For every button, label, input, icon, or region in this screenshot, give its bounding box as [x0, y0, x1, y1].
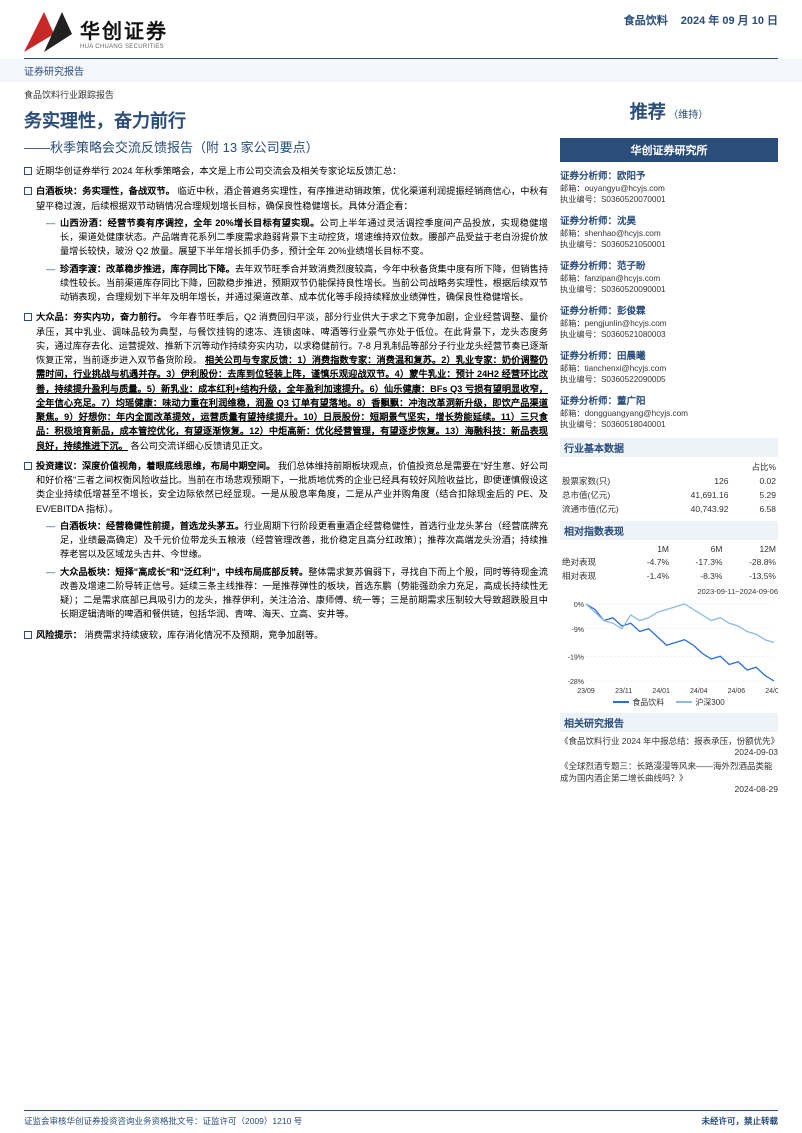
- footer-right: 未经许可，禁止转载: [701, 1115, 778, 1127]
- bullet-intro: 近期华创证券举行 2024 年秋季策略会，本文是上市公司交流会及相关专家论坛反馈…: [24, 164, 548, 178]
- analyst-email: 邮箱：ouyangyu@hcyjs.com: [560, 183, 778, 194]
- basic-data-table: 占比%股票家数(只)1260.02总市值(亿元)41,691.165.29流通市…: [560, 460, 778, 516]
- report-type: 食品饮料行业跟踪报告: [24, 88, 548, 101]
- footer-divider: [24, 1110, 778, 1111]
- report-series: 证券研究报告: [24, 63, 84, 78]
- analyst-block: 证券分析师：董广阳 邮箱：dongguangyang@hcyjs.com 执业编…: [560, 393, 778, 431]
- analyst-code: 执业编号：S0360521080003: [560, 329, 778, 340]
- chart-legend: 食品饮料 沪深300: [560, 697, 778, 708]
- analyst-code: 执业编号：S0360518040001: [560, 419, 778, 430]
- analyst-name: 证券分析师：范子盼: [560, 258, 778, 272]
- analyst-block: 证券分析师：欧阳予 邮箱：ouyangyu@hcyjs.com 执业编号：S03…: [560, 168, 778, 206]
- analyst-email: 邮箱：shenhao@hcyjs.com: [560, 228, 778, 239]
- sidebar: 推荐 （维持） 华创证券研究所 证券分析师：欧阳予 邮箱：ouyangyu@hc…: [560, 88, 778, 797]
- sub-fenjiu: 山西汾酒：经营节奏有序调控，全年 20%增长目标有望实现。公司上半年通过灵活调控…: [46, 216, 548, 259]
- analyst-email: 邮箱：pengjunlin@hcyjs.com: [560, 318, 778, 329]
- related-title: 相关研究报告: [560, 713, 778, 732]
- analyst-email: 邮箱：tianchenxi@hcyjs.com: [560, 363, 778, 374]
- analyst-name: 证券分析师：田晨曦: [560, 348, 778, 362]
- analyst-block: 证券分析师：沈昊 邮箱：shenhao@hcyjs.com 执业编号：S0360…: [560, 213, 778, 251]
- analyst-email: 邮箱：dongguangyang@hcyjs.com: [560, 408, 778, 419]
- rating-note: （维持）: [668, 110, 708, 121]
- related-reports: 《食品饮料行业 2024 年中报总结：报表承压，份额优先》2024-09-03 《…: [560, 735, 778, 794]
- analyst-name: 证券分析师：沈昊: [560, 213, 778, 227]
- logo-text-en: HUA CHUANG SECURITIES: [80, 44, 168, 50]
- footer: 证监会审核华创证券投资咨询业务资格批文号：证监许可（2009）1210 号 未经…: [0, 1115, 802, 1127]
- logo-block: 华创证券 HUA CHUANG SECURITIES: [24, 12, 168, 52]
- analyst-name: 证券分析师：董广阳: [560, 393, 778, 407]
- analyst-block: 证券分析师：范子盼 邮箱：fanzipan@hcyjs.com 执业编号：S03…: [560, 258, 778, 296]
- logo-icon: [24, 12, 72, 52]
- header: 华创证券 HUA CHUANG SECURITIES 食品饮料 2024 年 0…: [0, 0, 802, 58]
- basic-data-title: 行业基本数据: [560, 438, 778, 457]
- svg-text:23/11: 23/11: [615, 688, 632, 695]
- svg-text:24/06: 24/06: [728, 688, 746, 695]
- legend-item: 沪深300: [676, 697, 724, 708]
- legend-item: 食品饮料: [613, 697, 664, 708]
- sub-baijiu-rec: 白酒板块：经营稳健性前提，首选龙头茅五。行业周期下行阶段更看重酒企经营稳健性，首…: [46, 519, 548, 562]
- bullet-dazhong: 大众品：夯实内功，奋力前行。 今年春节旺季后，Q2 消费回归平淡，部分行业供大于…: [24, 310, 548, 453]
- rating-box: 推荐 （维持）: [560, 98, 778, 124]
- header-right: 食品饮料 2024 年 09 月 10 日: [624, 12, 778, 28]
- analysts-list: 证券分析师：欧阳予 邮箱：ouyangyu@hcyjs.com 执业编号：S03…: [560, 168, 778, 431]
- rating: 推荐: [630, 102, 666, 122]
- footer-left: 证监会审核华创证券投资咨询业务资格批文号：证监许可（2009）1210 号: [24, 1115, 302, 1127]
- analyst-name: 证券分析师：彭俊霖: [560, 303, 778, 317]
- header-date: 2024 年 09 月 10 日: [681, 15, 778, 27]
- bullet-risk: 风险提示： 消费需求持续疲软，库存消化情况不及预期，竞争加剧等。: [24, 628, 548, 642]
- analyst-name: 证券分析师：欧阳予: [560, 168, 778, 182]
- title-sub: ——秋季策略会交流反馈报告（附 13 家公司要点）: [24, 137, 548, 156]
- analyst-block: 证券分析师：彭俊霖 邮箱：pengjunlin@hcyjs.com 执业编号：S…: [560, 303, 778, 341]
- related-report-item: 《全球烈酒专题三：长路漫漫等风来——海外烈酒品类能成为国内酒企第二增长曲线吗？》…: [560, 760, 778, 794]
- index-perf-table: 1M6M12M绝对表现-4.7%-17.3%-28.8%相对表现-1.4%-8.…: [560, 543, 778, 583]
- sub-dazhong-rec: 大众品板块：短择"高成长"和"泛红利"，中线布局底部反转。整体需求复苏偏弱下，寻…: [46, 565, 548, 622]
- sub-zhenjiu: 珍酒李渡：改革稳步推进，库存同比下降。去年双节旺季合并致消费烈度较高，今年中秋备…: [46, 262, 548, 305]
- analyst-code: 执业编号：S0360522090005: [560, 374, 778, 385]
- svg-text:-19%: -19%: [568, 654, 584, 661]
- institute-band: 华创证券研究所: [560, 138, 778, 162]
- perf-chart: 0% -9% -19% -28% 23/09 23/11 24/01 24/04 24/06 24…: [560, 600, 778, 695]
- header-sector: 食品饮料: [624, 15, 668, 27]
- svg-text:-9%: -9%: [572, 627, 584, 634]
- svg-text:24/01: 24/01: [652, 688, 670, 695]
- title-main: 务实理性，奋力前行: [24, 107, 548, 133]
- index-perf-title: 相对指数表现: [560, 521, 778, 540]
- svg-text:24/09: 24/09: [765, 688, 778, 695]
- analyst-code: 执业编号：S0360521050001: [560, 239, 778, 250]
- analyst-block: 证券分析师：田晨曦 邮箱：tianchenxi@hcyjs.com 执业编号：S…: [560, 348, 778, 386]
- analyst-email: 邮箱：fanzipan@hcyjs.com: [560, 273, 778, 284]
- main-content: 食品饮料行业跟踪报告 务实理性，奋力前行 ——秋季策略会交流反馈报告（附 13 …: [24, 88, 548, 797]
- svg-text:0%: 0%: [574, 602, 584, 609]
- svg-text:23/09: 23/09: [577, 688, 595, 695]
- analyst-code: 执业编号：S0360520070001: [560, 194, 778, 205]
- svg-text:24/04: 24/04: [690, 688, 708, 695]
- logo-text-cn: 华创证券: [80, 15, 168, 44]
- analyst-code: 执业编号：S0360520090001: [560, 284, 778, 295]
- bullet-invest: 投资建议：深度价值视角，着眼底线思维，布局中期空间。 我们总体维持前期板块观点，…: [24, 459, 548, 622]
- related-report-item: 《食品饮料行业 2024 年中报总结：报表承压，份额优先》2024-09-03: [560, 735, 778, 757]
- chart-date-range: 2023-09-11~2024-09-06: [560, 587, 778, 596]
- svg-text:-28%: -28%: [568, 679, 584, 686]
- bullet-baijiu: 白酒板块：务实理性，备战双节。 临近中秋，酒企普遍务实理性，有序推进动销政策，优…: [24, 184, 548, 304]
